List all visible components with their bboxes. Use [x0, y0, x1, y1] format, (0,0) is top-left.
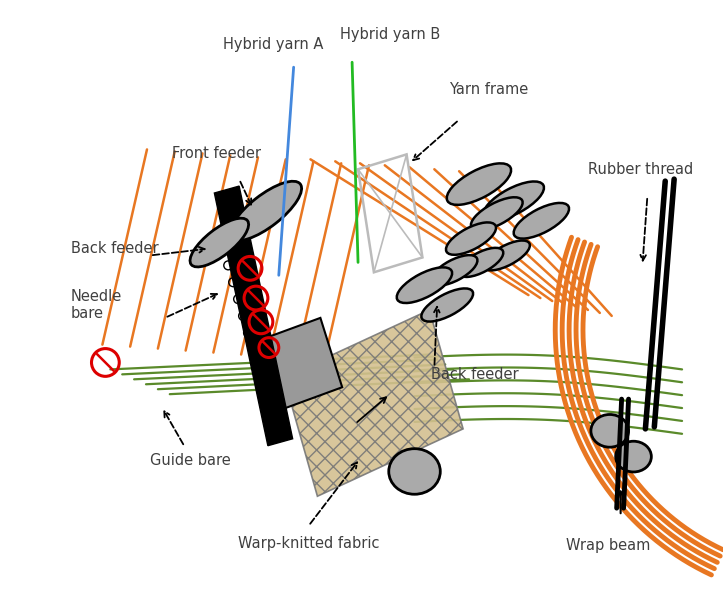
Ellipse shape — [396, 267, 452, 303]
Polygon shape — [214, 186, 293, 446]
Ellipse shape — [421, 289, 473, 322]
Ellipse shape — [514, 203, 569, 239]
Text: Wrap beam: Wrap beam — [566, 538, 650, 553]
Text: Back feeder: Back feeder — [70, 241, 158, 256]
Polygon shape — [261, 318, 342, 409]
Text: Back feeder: Back feeder — [431, 367, 519, 382]
Text: Yarn frame: Yarn frame — [449, 82, 529, 97]
Ellipse shape — [431, 255, 478, 286]
Text: Hybrid yarn B: Hybrid yarn B — [340, 27, 440, 43]
Text: Needle
bare: Needle bare — [70, 289, 122, 321]
Ellipse shape — [616, 442, 651, 472]
Ellipse shape — [446, 222, 496, 255]
Ellipse shape — [591, 415, 629, 447]
Text: Guide bare: Guide bare — [150, 453, 231, 468]
Ellipse shape — [388, 449, 440, 495]
Text: Warp-knitted fabric: Warp-knitted fabric — [237, 536, 379, 551]
Text: Rubber thread: Rubber thread — [588, 162, 693, 177]
Text: Hybrid yarn A: Hybrid yarn A — [223, 37, 323, 52]
Ellipse shape — [484, 241, 530, 270]
Ellipse shape — [190, 218, 248, 267]
Ellipse shape — [484, 181, 544, 220]
Text: Front feeder: Front feeder — [172, 146, 261, 161]
Ellipse shape — [471, 197, 523, 230]
Ellipse shape — [459, 248, 503, 277]
Ellipse shape — [446, 163, 511, 205]
Ellipse shape — [230, 181, 301, 241]
Polygon shape — [284, 310, 463, 496]
